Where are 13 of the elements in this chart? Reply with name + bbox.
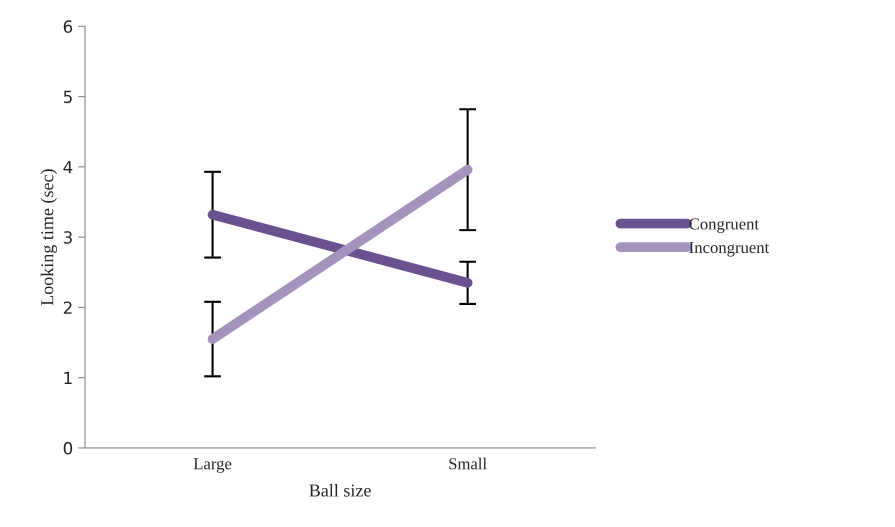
x-tick-label: Large [194,458,232,473]
y-tick-label: 3 [64,231,72,244]
y-axis-title: Looking time (sec) [40,169,58,306]
y-tick-label: 4 [63,161,72,174]
y-tick-label: 0 [64,442,72,455]
y-tick-label: 5 [64,90,72,104]
x-axis-title: Ball size [309,484,371,497]
legend-label: Incongruent [689,242,770,257]
legend-label: Congruent [689,218,759,233]
y-tick-label: 1 [64,372,72,384]
y-tick-label: 6 [64,20,72,33]
x-tick-label: Small [449,458,487,470]
y-tick-label: 2 [64,301,72,314]
